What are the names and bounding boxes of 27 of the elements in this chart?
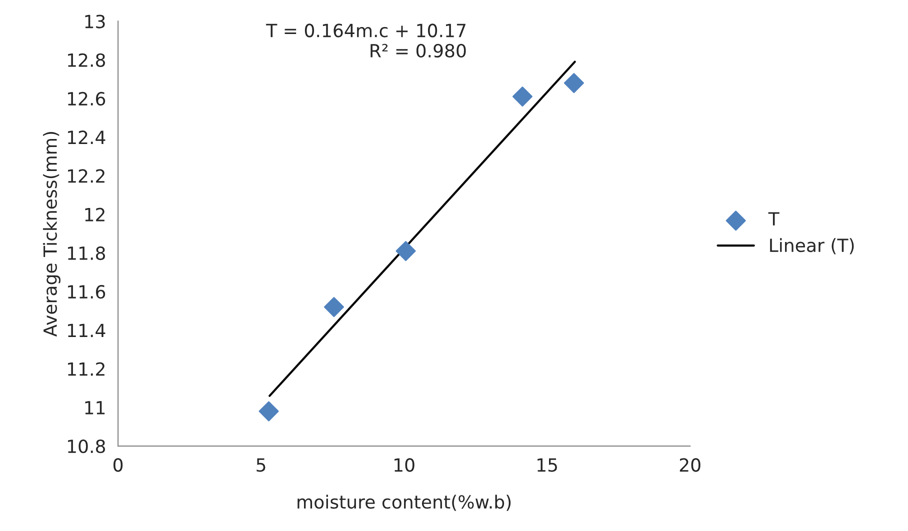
- point: [324, 297, 344, 318]
- x-tick-label: 15: [538, 458, 557, 472]
- y-tick-label: 11: [85, 401, 105, 414]
- legend-label: T: [768, 212, 780, 226]
- y-tick-label: 11.2: [68, 362, 104, 376]
- legend-label: Linear (T): [770, 238, 854, 254]
- y-tick-label: 11.6: [68, 285, 106, 299]
- y-tick-label: 11.8: [68, 246, 105, 260]
- y-tick-label: 12: [85, 208, 104, 222]
- y-tick-label: 10.8: [68, 440, 105, 454]
- x-tick-label: 20: [680, 458, 700, 472]
- annotation: T = 0.164m.c + 10.17 R² = 0.980: [266, 24, 466, 58]
- y-tick-label: 12.2: [68, 169, 104, 183]
- x-tick-label: 0: [113, 458, 123, 472]
- y-tick-label: 12.6: [68, 92, 106, 106]
- y-tick-label: 11.4: [68, 324, 106, 338]
- x-tick-label: 5: [256, 458, 266, 472]
- point: [258, 401, 279, 422]
- point: [512, 86, 532, 107]
- x-axis-title: moisture content(%w.b): [298, 494, 511, 511]
- point: [396, 241, 416, 262]
- x-tick-label: 10: [394, 458, 414, 472]
- y-tick-label: 12.8: [68, 53, 105, 67]
- y-tick-label: 12.4: [68, 130, 106, 144]
- point: [564, 73, 584, 94]
- y-tick-label: 13: [85, 14, 105, 28]
- y-axis-title: Average Tickness(mm): [43, 132, 60, 337]
